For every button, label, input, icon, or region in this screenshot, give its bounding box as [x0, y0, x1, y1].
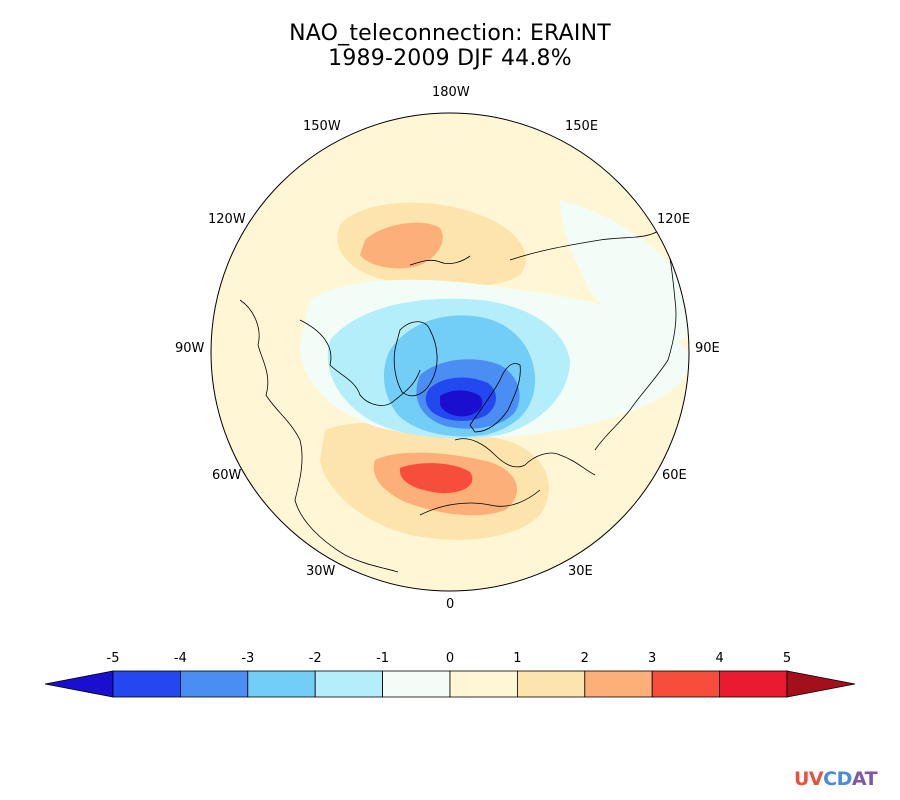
colorbar-overflow-triangle	[786, 670, 856, 698]
colorbar-box	[382, 670, 451, 698]
contour-fill-0to-1-east	[560, 200, 689, 345]
lon-label-150w: 150W	[303, 119, 341, 134]
lon-label-90e: 90E	[695, 341, 720, 356]
contour-fill-2to3-pacific	[360, 222, 443, 269]
lon-label-60e: 60E	[662, 468, 687, 483]
colorbar-tick-label: -3	[241, 651, 255, 666]
lon-label-30e: 30E	[568, 564, 593, 579]
coastline-north-america	[239, 299, 399, 573]
lon-label-60w: 60W	[212, 468, 242, 483]
chart-subtitle: 1989-2009 DJF 44.8%	[328, 46, 572, 71]
colorbar-tick-label: -5	[106, 651, 120, 666]
coastlines	[239, 229, 677, 573]
contour-fill-below-5	[440, 390, 483, 417]
colorbar-tick-label: 3	[648, 651, 657, 666]
uvcdat-logo: UVCDAT	[794, 768, 878, 790]
lon-label-180w: 180W	[432, 85, 470, 100]
colorbar-box	[719, 670, 788, 698]
colorbar-underflow-triangle	[44, 670, 114, 698]
map-border	[210, 112, 690, 592]
colorbar-tick-label: -1	[376, 651, 390, 666]
colorbar-box	[584, 670, 653, 698]
colorbar-tick-label: 5	[782, 651, 792, 666]
colorbar-tick-label: -2	[308, 651, 322, 666]
coastline-greenland	[393, 321, 438, 397]
colorbar-box	[247, 670, 316, 698]
colorbar-tick-label: 4	[715, 651, 724, 666]
lon-label-90w: 90W	[175, 341, 205, 356]
colorbar-box	[314, 670, 384, 698]
lon-label-120e: 120E	[657, 212, 691, 227]
coastline-bering	[409, 255, 471, 266]
colorbar-box	[517, 670, 586, 698]
coastline-asia	[509, 229, 677, 451]
lon-label-0: 0	[446, 597, 455, 612]
colorbar-box	[651, 670, 721, 698]
coastline-africa	[419, 489, 541, 516]
colorbar-box	[112, 670, 181, 698]
colorbar-tick-label: 1	[513, 651, 522, 666]
colorbar-box	[449, 670, 518, 698]
coastline-arctic-canada	[299, 319, 421, 406]
coastline-scandinavia	[469, 363, 521, 433]
colorbar-box	[179, 670, 249, 698]
anomaly-field	[239, 200, 689, 573]
lon-label-30w: 30W	[306, 564, 336, 579]
contour-fill-3to4-atlantic	[399, 463, 473, 494]
coastline-europe	[454, 438, 596, 476]
colorbar-tick-label: 2	[580, 651, 589, 666]
chart-title: NAO_teleconnection: ERAINT	[289, 21, 611, 46]
colorbar-tick-label: 0	[445, 651, 455, 666]
lon-label-150e: 150E	[565, 119, 599, 134]
colorbar-tick-label: -4	[173, 651, 187, 666]
lon-label-120w: 120W	[208, 212, 246, 227]
